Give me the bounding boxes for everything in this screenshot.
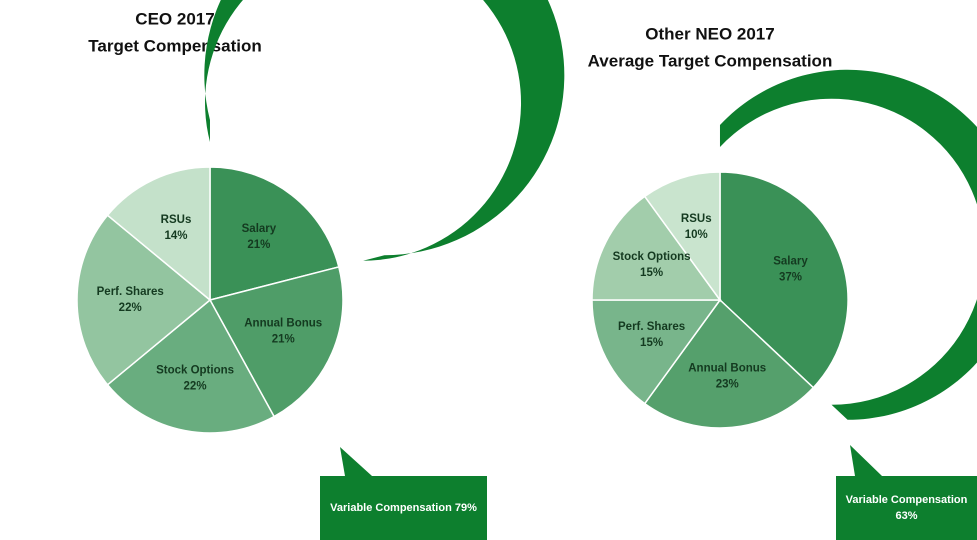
slice-value-label: 21%	[247, 239, 270, 251]
slice-label: RSUs	[681, 213, 712, 225]
callout-pointer	[340, 447, 372, 476]
pie-slice	[76, 214, 212, 386]
variable-ring	[204, 0, 565, 261]
callout-pointer	[850, 445, 882, 476]
slice-value-label: 22%	[184, 380, 207, 392]
pie-slice	[106, 166, 211, 302]
chart-subtitle: Average Target Compensation	[588, 51, 833, 70]
slice-label: Salary	[242, 223, 277, 235]
slice-label: Perf. Shares	[97, 286, 164, 298]
slice-value-label: 21%	[272, 334, 295, 346]
slice-label: Stock Options	[156, 364, 234, 376]
chart-subtitle: Target Compensation	[88, 36, 261, 55]
variable-callout: Variable Compensation 79%	[320, 476, 487, 540]
slice-value-label: 15%	[640, 337, 663, 349]
slice-value-label: 37%	[779, 272, 802, 284]
pie-slice	[209, 166, 340, 301]
variable-callout: Variable Compensation 63%	[836, 476, 977, 540]
slice-label: Annual Bonus	[688, 362, 766, 374]
slice-label: Stock Options	[613, 251, 691, 263]
slice-value-label: 10%	[685, 229, 708, 241]
slice-value-label: 22%	[119, 302, 142, 314]
slice-value-label: 23%	[716, 378, 739, 390]
pie-slice	[106, 298, 276, 434]
slice-value-label: 15%	[640, 267, 663, 279]
slice-label: Salary	[773, 256, 808, 268]
pie-slice	[591, 299, 722, 405]
chart-title: CEO 2017	[135, 9, 214, 28]
variable-ring	[719, 69, 977, 420]
slice-value-label: 14%	[165, 230, 188, 242]
chart-title: Other NEO 2017	[645, 24, 774, 43]
pie-slice	[719, 171, 849, 389]
pie-slice	[643, 298, 815, 429]
slice-label: Annual Bonus	[244, 318, 322, 330]
pie-slice	[591, 195, 722, 301]
slice-label: Perf. Shares	[618, 321, 685, 333]
slice-label: RSUs	[161, 214, 192, 226]
pie-slice	[208, 266, 344, 418]
pie-slice	[643, 171, 721, 303]
